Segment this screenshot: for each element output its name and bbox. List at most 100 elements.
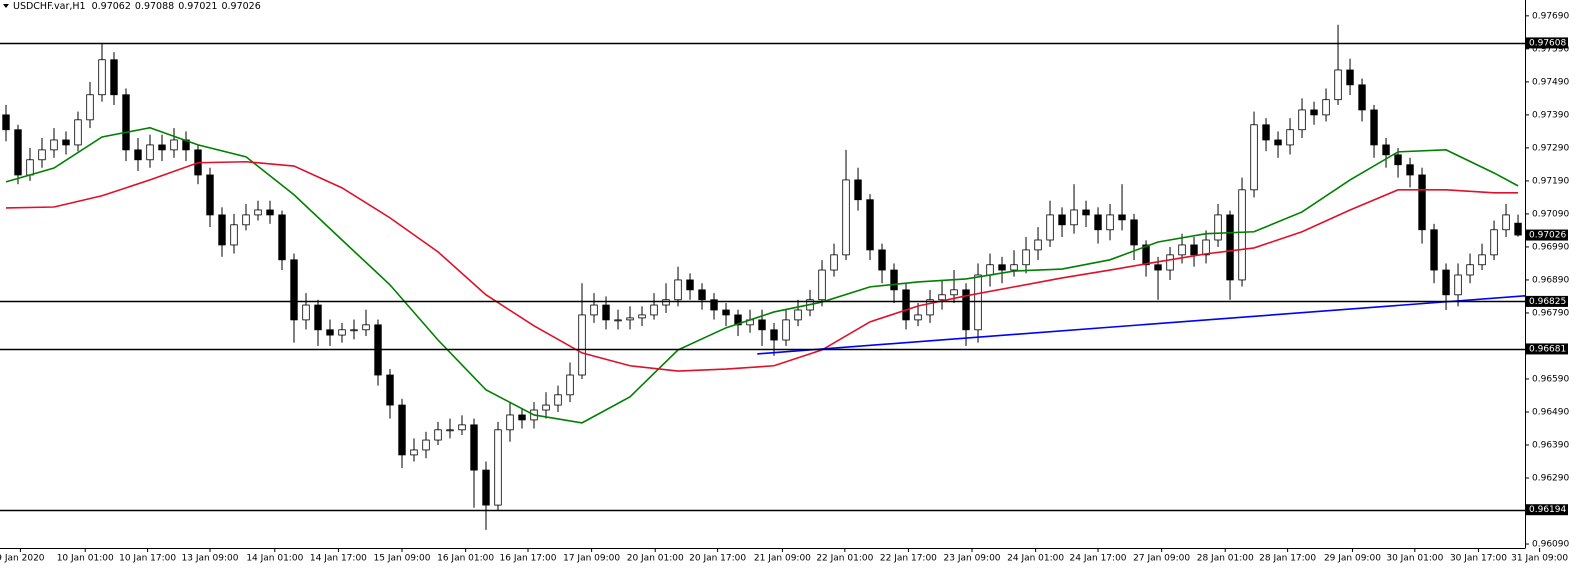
level-price-box — [1526, 504, 1568, 516]
level-price-label: 0.96194 — [1529, 505, 1566, 515]
candle-body — [386, 374, 394, 406]
candle-body — [1406, 164, 1414, 176]
level-price-box — [1526, 295, 1568, 307]
x-tick-label: 30 Jan 01:00 — [1386, 554, 1443, 564]
candle-body — [86, 94, 94, 121]
candle-body — [122, 94, 130, 151]
y-tick-label: 0.97490 — [1532, 77, 1569, 87]
candle-body — [1346, 69, 1354, 86]
axes: 0.97690 0.97590 0.97490 0.97390 0.97290 0.971… — [0, 11, 1569, 563]
candle-body — [1250, 124, 1258, 191]
x-tick-label: 15 Jan 09:00 — [374, 554, 431, 564]
candle-body — [938, 294, 946, 301]
candle-body — [782, 319, 790, 341]
candle-body — [1514, 222, 1522, 236]
x-tick-label: 17 Jan 09:00 — [563, 554, 620, 564]
candle-body — [1046, 214, 1054, 241]
candle-body — [170, 139, 178, 151]
candle-body — [158, 144, 166, 151]
line-series — [5, 126, 1519, 424]
level-price-label: 0.97608 — [1529, 38, 1566, 48]
plot-area — [0, 24, 1525, 530]
candle-body — [818, 269, 826, 301]
candle-body — [26, 159, 34, 176]
y-tick-label: 0.97390 — [1532, 110, 1569, 120]
line-series — [757, 295, 1525, 355]
candle-body — [110, 59, 118, 96]
candle-body — [878, 249, 886, 271]
candle-body — [1154, 264, 1162, 271]
y-tick-label: 0.96490 — [1532, 407, 1569, 417]
candle-body — [1262, 124, 1270, 141]
candle-body — [710, 299, 718, 311]
candle-body — [1298, 109, 1306, 131]
candle-body — [950, 289, 958, 296]
candle-body — [494, 429, 502, 506]
candle-body — [1478, 254, 1486, 266]
candle-body — [206, 174, 214, 216]
candle-body — [1010, 264, 1018, 271]
candle-body — [290, 259, 298, 321]
candle-body — [614, 319, 622, 322]
candle-body — [974, 274, 982, 331]
candle-body — [1226, 214, 1234, 281]
candle-body — [326, 329, 334, 336]
x-tick-label: 14 Jan 01:00 — [246, 554, 303, 564]
high-value: 0.97088 — [135, 1, 174, 12]
candle-body — [422, 439, 430, 451]
close-value: 0.97026 — [221, 1, 260, 12]
candle-body — [1142, 244, 1150, 266]
x-tick-label: 24 Jan 17:00 — [1070, 554, 1127, 564]
candle-body — [758, 319, 766, 331]
candle-body — [74, 119, 82, 146]
level-price-label: 0.96681 — [1529, 344, 1566, 354]
candle-body — [590, 304, 598, 316]
current-price-label: 0.97026 — [1529, 231, 1566, 241]
candle-body — [1322, 99, 1330, 116]
candle-body — [770, 329, 778, 341]
candle-body — [1502, 214, 1510, 231]
candle-body — [134, 149, 142, 161]
candle-body — [1130, 219, 1138, 246]
x-tick-label: 20 Jan 01:00 — [627, 554, 684, 564]
y-tick-label: 0.96090 — [1532, 540, 1569, 550]
candle-body — [1310, 109, 1318, 116]
x-tick-label: 22 Jan 01:00 — [816, 554, 873, 564]
x-tick-label: 28 Jan 01:00 — [1197, 554, 1254, 564]
candle-body — [1022, 249, 1030, 266]
x-tick-label: 10 Jan 01:00 — [57, 554, 114, 564]
candle-body — [1178, 244, 1186, 256]
candle-body — [1430, 229, 1438, 271]
candle-body — [1070, 209, 1078, 226]
x-tick-label: 13 Jan 09:00 — [182, 554, 239, 564]
candle-body — [722, 309, 730, 316]
candle-body — [302, 304, 310, 321]
candle-body — [1034, 239, 1042, 251]
x-tick-label: 20 Jan 17:00 — [689, 554, 746, 564]
chart-header: USDCHF.var,H1 0.97062 0.97088 0.97021 0.9702… — [13, 1, 261, 12]
candle-body — [962, 289, 970, 331]
x-tick-label: 22 Jan 17:00 — [880, 554, 937, 564]
x-tick-label: 29 Jan 09:00 — [1324, 554, 1381, 564]
candle-body — [626, 317, 634, 321]
symbol: USDCHF.var,H1 — [13, 1, 86, 12]
candle-body — [230, 224, 238, 246]
candle-body — [338, 329, 346, 336]
x-tick-label: 10 Jan 17:00 — [119, 554, 176, 564]
candle-body — [434, 429, 442, 441]
candle-body — [1118, 214, 1126, 221]
candle-body — [266, 209, 274, 216]
x-tick-label: 27 Jan 09:00 — [1133, 554, 1190, 564]
y-tick-label: 0.96290 — [1532, 474, 1569, 484]
candle-body — [1166, 254, 1174, 271]
candle-body — [1490, 229, 1498, 256]
header-arrow — [3, 4, 9, 8]
candle-body — [458, 424, 466, 431]
candle-body — [38, 149, 46, 161]
candle-body — [518, 414, 526, 421]
candle-body — [638, 314, 646, 319]
candle-body — [1058, 214, 1066, 226]
candle-body — [1358, 84, 1366, 111]
candle-body — [410, 449, 418, 456]
candle-body — [446, 429, 454, 432]
